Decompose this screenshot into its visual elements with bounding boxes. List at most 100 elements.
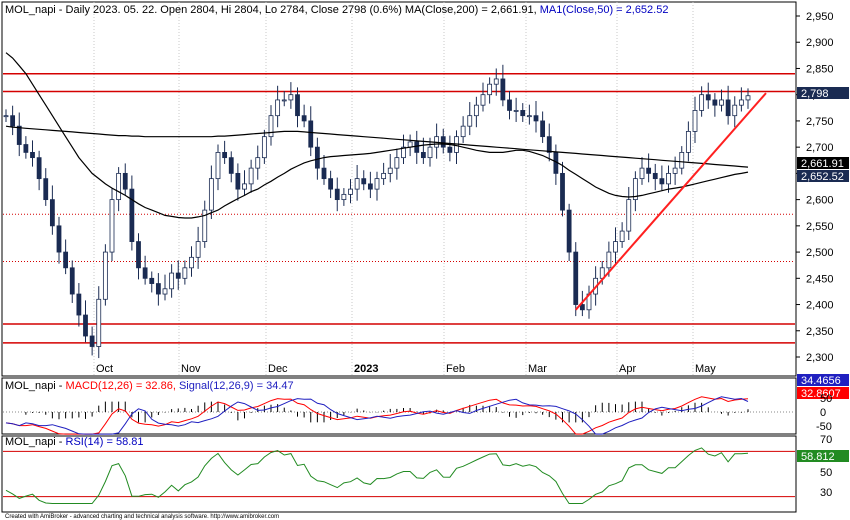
price-tick-label: 2,350: [806, 326, 834, 338]
price-candle: [295, 94, 300, 117]
price-tick-label: 2,850: [806, 63, 834, 75]
rsi-title: MOL_napi - RSI(14) = 58.81: [5, 436, 144, 448]
price-axis: 2,9502,9002,8502,8002,7502,7002,6502,600…: [796, 11, 834, 364]
svg-text:2,652.52: 2,652.52: [801, 171, 844, 183]
rsi-value-box: 58.812: [797, 450, 849, 463]
price-candle: [261, 136, 267, 159]
macd-signal-box: 34.4656: [797, 374, 849, 387]
macd-label: MACD(12,26) = 32.86,: [66, 380, 179, 392]
price-candle: [228, 157, 234, 174]
price-candle: [440, 136, 446, 148]
price-candle: [573, 251, 579, 305]
price-candle: [487, 83, 493, 96]
ma50-price-label: 2,652.52: [797, 170, 849, 183]
price-candle: [202, 209, 208, 242]
price-candle: [540, 120, 546, 138]
price-candle: [242, 183, 247, 190]
price-candle: [281, 99, 287, 102]
price-candle: [43, 178, 49, 201]
horizontal-levels: [3, 72, 795, 344]
date-tick-label: Dec: [268, 363, 288, 375]
price-candle: [314, 146, 320, 169]
price-candle: [76, 293, 82, 316]
price-candle: [719, 99, 724, 106]
price-candle: [341, 193, 347, 201]
price-candle: [328, 178, 334, 190]
price-candle: [374, 178, 380, 190]
price-candle: [367, 183, 373, 190]
rsi-tick-70: 70: [820, 434, 832, 446]
moving-averages: [5, 52, 749, 219]
macd-tick-50: 50: [820, 393, 832, 405]
price-candle: [473, 104, 479, 117]
svg-text:32.8607: 32.8607: [801, 388, 841, 400]
footer-credit: Created with AmiBroker - advanced charti…: [5, 514, 279, 520]
price-candle: [116, 172, 122, 201]
price-candle: [480, 94, 486, 106]
price-candle: [208, 178, 214, 211]
price-candle: [619, 230, 625, 242]
price-candle: [354, 178, 360, 190]
support-trendline: [574, 92, 767, 311]
price-bars: [3, 64, 751, 359]
signal-line: [5, 396, 749, 435]
price-candle: [308, 120, 314, 148]
price-candle: [30, 151, 35, 159]
price-candle: [745, 95, 751, 101]
date-tick-label: May: [695, 363, 716, 375]
date-tick-label: 2023: [354, 363, 378, 375]
price-candle: [705, 94, 711, 101]
price-candle: [381, 172, 387, 180]
trendline: [574, 92, 767, 311]
price-candle: [169, 272, 175, 290]
price-candle: [414, 141, 420, 153]
price-candle: [275, 99, 281, 117]
price-tick-label: 2,600: [806, 195, 834, 207]
price-candle: [36, 157, 42, 180]
price-candle: [560, 172, 565, 211]
price-candle: [175, 272, 181, 279]
price-candle: [248, 167, 254, 185]
ma50-line: [5, 52, 749, 219]
price-tick-label: 2,750: [806, 116, 834, 128]
price-candle: [579, 304, 585, 311]
price-candle: [301, 115, 307, 122]
price-candle: [182, 267, 188, 279]
last-price-label: 2,798: [797, 87, 849, 100]
macd-pane: [1, 377, 797, 435]
price-candle: [507, 99, 512, 111]
price-candle: [102, 251, 108, 300]
price-candle: [732, 104, 738, 117]
price-candle: [467, 115, 473, 127]
price-candle: [49, 199, 55, 227]
price-candle: [56, 225, 62, 253]
ma200-line: [5, 125, 749, 168]
price-candle: [387, 167, 393, 174]
price-candle: [447, 146, 453, 153]
rsi-tick-30: 30: [820, 487, 832, 499]
svg-text:2,661.91: 2,661.91: [801, 158, 844, 170]
price-candle: [321, 167, 327, 180]
price-candle: [122, 172, 128, 190]
price-candle: [255, 157, 261, 169]
price-candle: [136, 241, 141, 269]
macd-tick-minus50: -50: [816, 421, 832, 433]
price-candle: [685, 131, 691, 153]
price-candle: [606, 251, 612, 269]
price-candle: [666, 172, 671, 185]
price-tick-label: 2,500: [806, 247, 834, 259]
price-candle: [63, 251, 69, 269]
price-candle: [420, 151, 426, 159]
price-candle: [401, 146, 406, 159]
price-candle: [149, 277, 155, 284]
price-candle: [493, 78, 499, 85]
price-tick-label: 2,950: [806, 11, 834, 23]
price-tick-label: 2,900: [806, 37, 834, 49]
price-candle: [427, 146, 433, 159]
price-candle: [626, 199, 632, 232]
price-candle: [129, 188, 135, 242]
price-candle: [546, 136, 552, 153]
price-candle: [692, 110, 698, 132]
price-candle: [500, 78, 506, 101]
